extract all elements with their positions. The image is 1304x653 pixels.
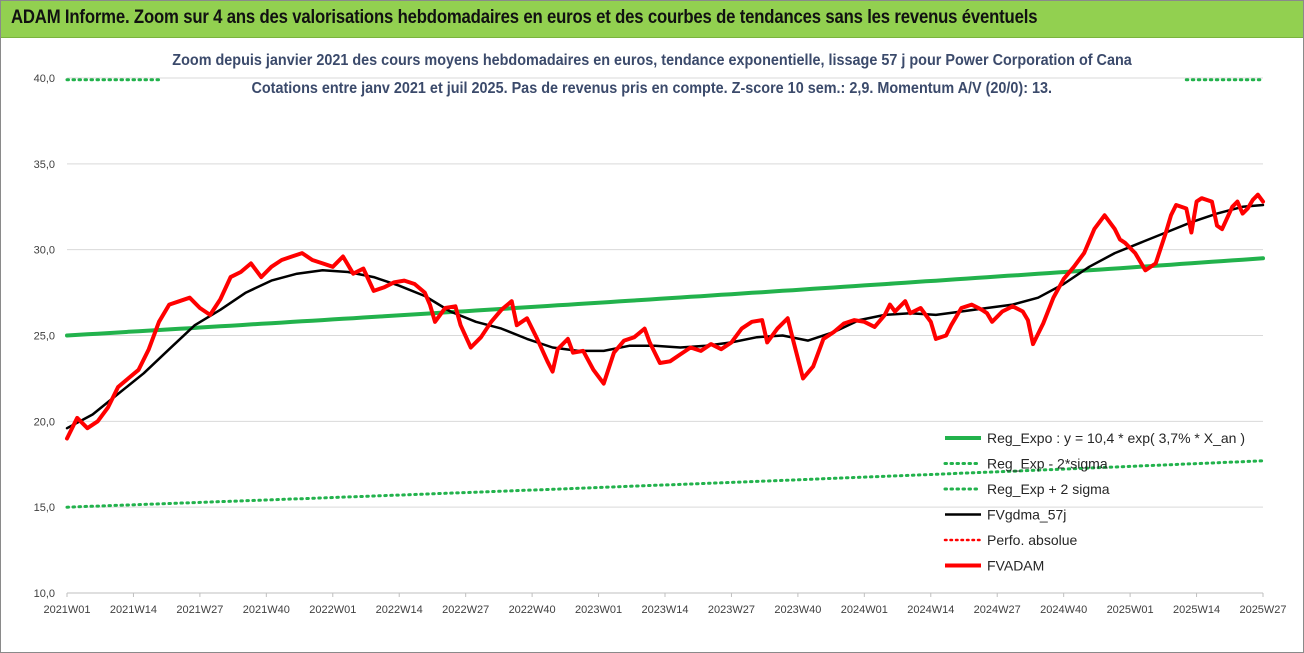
report-banner: ADAM Informe. Zoom sur 4 ans des valoris… <box>1 1 1303 38</box>
series-line-adam <box>65 192 1265 441</box>
x-tick-label: 2021W14 <box>110 604 157 616</box>
y-tick-label: 15,0 <box>34 502 55 514</box>
y-tick-label: 30,0 <box>34 245 55 257</box>
y-tick-label: 10,0 <box>34 588 55 600</box>
x-tick-label: 2025W01 <box>1107 604 1154 616</box>
legend-label-perf: Perfo. absolue <box>987 532 1077 548</box>
x-tick-label: 2024W14 <box>907 604 954 616</box>
y-tick-label: 25,0 <box>34 331 55 343</box>
x-tick-label: 2023W40 <box>774 604 821 616</box>
gridlines <box>67 77 1263 594</box>
x-tick-label: 2022W14 <box>376 604 423 616</box>
x-tick-label: 2025W27 <box>1239 604 1286 616</box>
y-tick-label: 40,0 <box>34 73 55 85</box>
x-tick-label: 2021W01 <box>43 604 90 616</box>
y-tick-label: 35,0 <box>34 159 55 171</box>
series-line-reg <box>65 256 1265 338</box>
x-tick-label: 2023W01 <box>575 604 622 616</box>
series-line-gdma <box>65 203 1265 430</box>
x-tick-label: 2022W40 <box>509 604 556 616</box>
legend-label-low: Reg_Exp - 2*sigma <box>987 456 1108 472</box>
x-tick-label: 2021W27 <box>176 604 223 616</box>
x-tick-label: 2022W27 <box>442 604 489 616</box>
chart-subtitle-text: Cotations entre janv 2021 et juil 2025. … <box>251 80 1053 97</box>
banner-title: ADAM Informe. Zoom sur 4 ans des valoris… <box>11 7 1038 28</box>
x-tick-label: 2024W40 <box>1040 604 1087 616</box>
y-axis: 10,0 15,0 20,0 25,0 30,0 35,0 40,0 <box>34 73 55 600</box>
y-tick-label: 20,0 <box>34 416 55 428</box>
x-tick-label: 2025W14 <box>1173 604 1220 616</box>
series-line-low <box>65 459 1265 509</box>
legend-label-gdma: FVgdma_57j <box>987 507 1066 523</box>
legend-label-reg: Reg_Expo : y = 10,4 * exp( 3,7% * X_an ) <box>987 430 1245 446</box>
x-tick-label: 2023W14 <box>641 604 688 616</box>
x-tick-label: 2024W01 <box>841 604 888 616</box>
legend: Reg_Expo : y = 10,4 * exp( 3,7% * X_an )… <box>943 430 1245 574</box>
chart-title-text: Zoom depuis janvier 2021 des cours moyen… <box>172 52 1132 69</box>
x-tick-label: 2024W27 <box>974 604 1021 616</box>
chart-title: Zoom depuis janvier 2021 des cours moyen… <box>1 52 1303 70</box>
x-tick-label: 2023W27 <box>708 604 755 616</box>
chart-subtitle: Cotations entre janv 2021 et juil 2025. … <box>1 80 1303 98</box>
legend-label-adam: FVADAM <box>987 558 1044 574</box>
x-tick-label: 2021W40 <box>243 604 290 616</box>
x-axis: 2021W01 2021W14 2021W27 2021W40 2022W01 2022W… <box>43 592 1287 616</box>
series-layer <box>65 78 1265 509</box>
x-tick-label: 2022W01 <box>309 604 356 616</box>
legend-label-high: Reg_Exp + 2 sigma <box>987 481 1110 497</box>
